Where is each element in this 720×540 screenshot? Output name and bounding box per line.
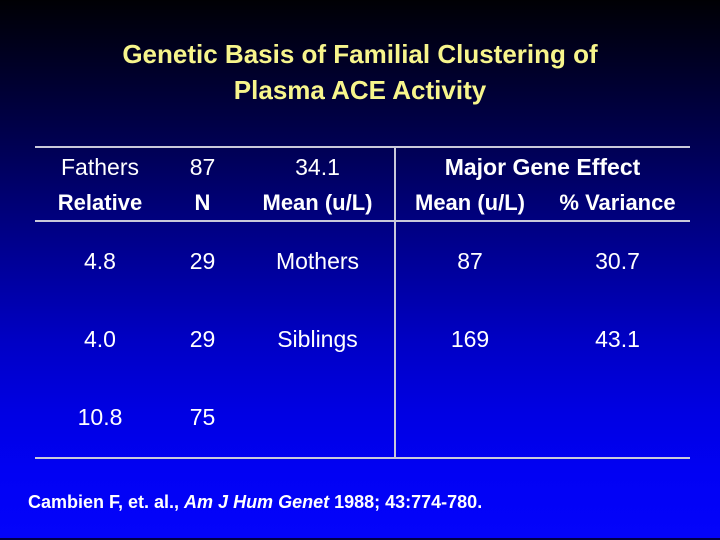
citation-journal: Am J Hum Genet <box>184 492 330 512</box>
column-header-mean: Mean (u/L) <box>240 186 395 222</box>
column-header-relative: Relative <box>35 186 165 222</box>
citation-year-pages: 1988; 43:774-780. <box>329 492 483 512</box>
cell-siblings-n: 169 <box>450 325 490 352</box>
cell-siblings-mean: 43.1 <box>595 325 640 352</box>
column-header-n: N <box>165 186 240 222</box>
cell-fathers-relative: Fathers <box>61 153 139 180</box>
citation: Cambien F, et. al., Am J Hum Genet 1988;… <box>28 492 482 513</box>
slide-title: Genetic Basis of Familial Clustering of … <box>0 36 720 108</box>
ace-activity-table: Major Gene Effect Relative N Mean (u/L) … <box>35 146 690 459</box>
cell-mothers-relative: Mothers <box>275 247 360 274</box>
table-vertical-divider <box>394 148 396 457</box>
cell-mothers-variance: 29 <box>189 325 216 352</box>
group-header-major-gene-effect: Major Gene Effect <box>444 153 641 180</box>
cell-siblings-variance: 75 <box>189 404 216 431</box>
cell-fathers-mge-mean: 4.8 <box>84 247 116 274</box>
column-header-mge-mean: Mean (u/L) <box>395 186 545 222</box>
slide-title-line-2: Plasma ACE Activity <box>233 75 487 105</box>
cell-fathers-mean: 34.1 <box>295 153 340 180</box>
cell-mothers-n: 87 <box>457 247 483 274</box>
cell-fathers-n: 87 <box>189 153 216 180</box>
column-header-variance: % Variance <box>545 186 690 222</box>
citation-authors: Cambien F, et. al., <box>28 492 185 512</box>
cell-mothers-mge-mean: 4.0 <box>84 325 116 352</box>
slide-bottom-edge <box>0 538 720 540</box>
cell-fathers-variance: 29 <box>189 247 216 274</box>
cell-siblings-mge-mean: 10.8 <box>77 404 123 431</box>
cell-siblings-relative: Siblings <box>277 325 358 352</box>
slide-title-line-1: Genetic Basis of Familial Clustering of <box>122 39 598 69</box>
cell-mothers-mean: 30.7 <box>595 247 640 274</box>
